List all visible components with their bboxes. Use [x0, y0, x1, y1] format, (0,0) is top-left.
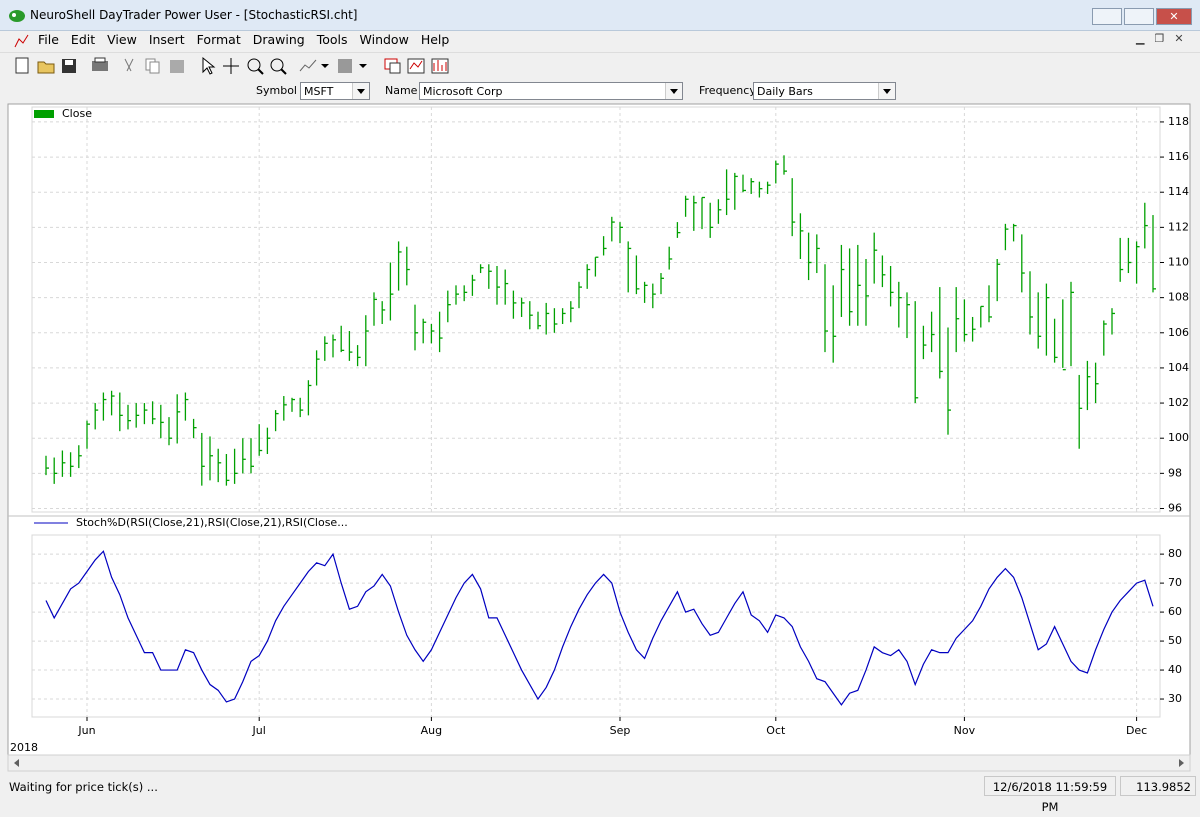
chart-background	[7, 103, 1191, 756]
x-tick-label: Aug	[421, 724, 442, 737]
menu-item[interactable]: Help	[420, 32, 450, 47]
minimize-button[interactable]	[1092, 8, 1122, 25]
y-tick-label: 114	[1168, 185, 1189, 198]
x-tick-label: Oct	[766, 724, 786, 737]
title-bar: NeuroShell DayTrader Power User - [Stoch…	[0, 0, 1200, 31]
app-icon	[9, 10, 25, 22]
frequency-combo[interactable]: Daily Bars	[753, 82, 896, 100]
legend-label: Close	[62, 107, 92, 120]
y-tick-label: 80	[1168, 547, 1182, 560]
menu-item[interactable]: Tools	[316, 32, 348, 47]
symbol-label: Symbol	[256, 84, 297, 97]
plot-frame	[31, 106, 1161, 513]
name-combo[interactable]: Microsoft Corp	[419, 82, 683, 100]
x-tick-label: Dec	[1126, 724, 1147, 737]
legend-swatch	[34, 110, 54, 118]
menu-item[interactable]: File	[38, 32, 59, 47]
y-tick-label: 102	[1168, 396, 1189, 409]
legend-label: Stoch%D(RSI(Close,21),RSI(Close,21),RSI(…	[76, 516, 348, 529]
y-tick-label: 118	[1168, 115, 1189, 128]
y-tick-label: 116	[1168, 150, 1189, 163]
x-tick-label: Nov	[954, 724, 976, 737]
name-label: Name	[385, 84, 418, 97]
symbol-combo[interactable]: MSFT	[300, 82, 370, 100]
menu-item[interactable]: Drawing	[252, 32, 305, 47]
y-tick-label: 40	[1168, 663, 1182, 676]
toolbar	[0, 52, 1200, 79]
y-tick-label: 60	[1168, 605, 1182, 618]
status-price: 113.9852	[1120, 776, 1196, 796]
symbol-value: MSFT	[304, 85, 334, 98]
y-tick-label: 70	[1168, 576, 1182, 589]
doc-icon	[14, 34, 29, 48]
y-tick-label: 106	[1168, 326, 1189, 339]
scrollbar[interactable]	[7, 754, 1191, 772]
menu-item[interactable]: Edit	[70, 32, 96, 47]
y-tick-label: 100	[1168, 431, 1189, 444]
frequency-value: Daily Bars	[757, 85, 813, 98]
indicator-line	[45, 550, 1154, 706]
y-tick-label: 98	[1168, 466, 1182, 479]
menu-item[interactable]: Window	[359, 32, 409, 47]
window-title: NeuroShell DayTrader Power User - [Stoch…	[30, 8, 358, 22]
status-message: Waiting for price tick(s) ...	[9, 780, 158, 794]
menu-item[interactable]: View	[107, 32, 137, 47]
y-tick-label: 30	[1168, 692, 1182, 705]
y-tick-label: 50	[1168, 634, 1182, 647]
toolbar-icons	[15, 56, 449, 75]
x-tick-label: Jul	[252, 724, 266, 737]
y-tick-label: 104	[1168, 361, 1189, 374]
menu-item[interactable]: Insert	[148, 32, 185, 47]
chart-area: 96 98 100 102 104 106 108 110 112 114 116 118 Close 3…	[7, 103, 1191, 772]
year-label: 2018	[10, 741, 38, 754]
symbol-bar: Symbol MSFT Name Microsoft Corp Frequenc…	[0, 79, 1200, 103]
y-tick-label: 110	[1168, 255, 1189, 268]
close-button[interactable]: ✕	[1156, 8, 1192, 25]
frequency-label: Frequency	[699, 84, 756, 97]
mdi-buttons[interactable]: ▁❐✕	[1136, 32, 1194, 45]
y-tick-label: 96	[1168, 501, 1182, 514]
x-tick-label: Jun	[77, 724, 95, 737]
maximize-button[interactable]	[1124, 8, 1154, 25]
plot-frame	[31, 534, 1161, 718]
menu-item[interactable]: Format	[196, 32, 241, 47]
name-value: Microsoft Corp	[423, 85, 503, 98]
menu-bar: File Edit View Insert Format Drawing Tools Wind…	[14, 32, 1194, 50]
menu-items: File Edit View Insert Format Drawing Tools Wind…	[38, 32, 461, 47]
status-datetime: 12/6/2018 11:59:59 PM	[984, 776, 1116, 814]
x-tick-label: Sep	[610, 724, 631, 737]
y-tick-label: 112	[1168, 220, 1189, 233]
y-tick-label: 108	[1168, 291, 1189, 304]
